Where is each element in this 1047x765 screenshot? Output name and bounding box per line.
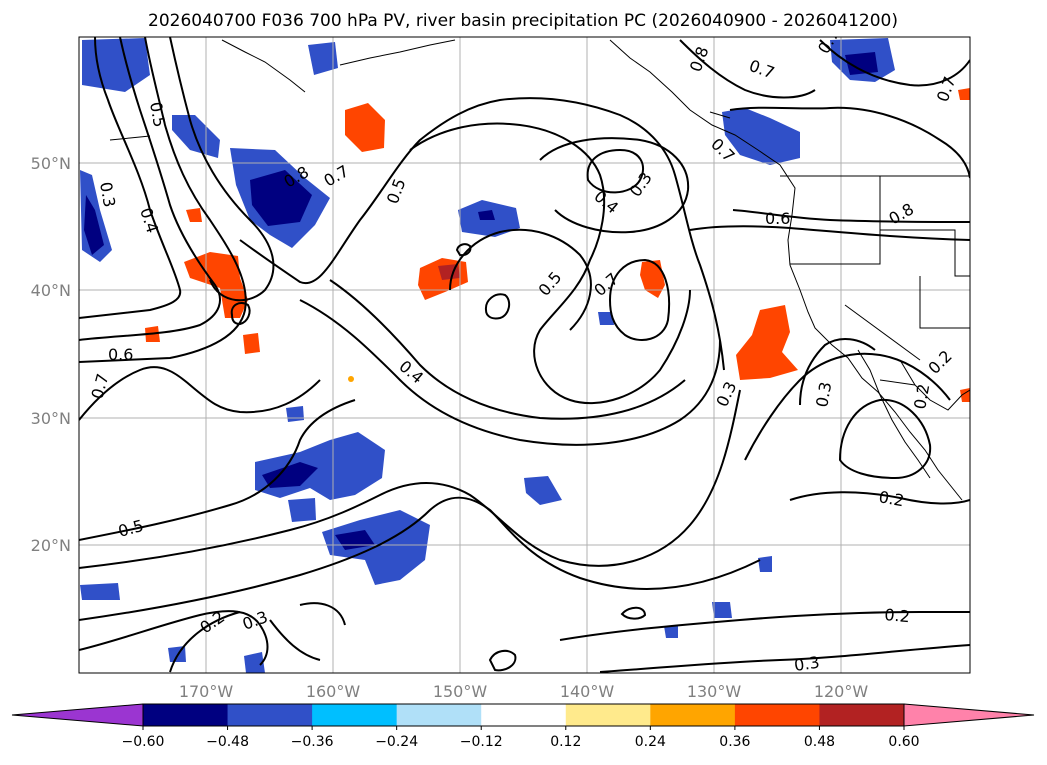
precip-blob <box>736 305 798 380</box>
lon-tick-label: 120°W <box>814 682 869 701</box>
colorbar-tick-label: 0.60 <box>888 734 919 750</box>
pv-contours <box>79 37 970 673</box>
colorbar-tick-label: 0.24 <box>635 734 666 750</box>
negative-precip-areas <box>80 38 895 673</box>
colorbar-segment <box>227 704 313 726</box>
precip-blob <box>262 462 318 488</box>
precip-blob <box>84 195 104 255</box>
contour-label: 0.5 <box>146 100 169 128</box>
precip-blob <box>722 108 800 165</box>
colorbar-segment <box>143 704 229 726</box>
lon-tick-label: 140°W <box>560 682 615 701</box>
colorbar-segment <box>565 704 651 726</box>
lat-tick-label: 50°N <box>31 154 71 173</box>
precip-blob <box>244 652 265 673</box>
precip-blob <box>286 406 304 422</box>
map-panel: 0.5 0.3 0.4 0.6 0.7 0.8 0.7 0.5 0.4 0.3 … <box>78 36 971 675</box>
map-border <box>78 36 971 674</box>
colorbar-tick-label: 0.12 <box>550 734 581 750</box>
precip-blob <box>250 170 312 226</box>
precip-blob <box>664 626 678 638</box>
colorbar-tick-label: −0.60 <box>122 734 165 750</box>
longitude-labels: 170°W 160°W 150°W 140°W 130°W 120°W <box>179 682 869 701</box>
lon-tick-label: 160°W <box>306 682 361 701</box>
lon-tick-label: 130°W <box>687 682 742 701</box>
lat-tick-label: 40°N <box>31 281 71 300</box>
colorbar-tick-label: −0.24 <box>375 734 418 750</box>
map-title: 2026040700 F036 700 hPa PV, river basin … <box>148 11 898 31</box>
contour-label: 0.3 <box>793 653 821 675</box>
precip-blob <box>845 52 878 75</box>
contour-label: 0.6 <box>765 209 790 228</box>
colorbar-tick-label: 0.48 <box>804 734 835 750</box>
colorbar-tick-label: 0.36 <box>719 734 750 750</box>
lat-tick-label: 20°N <box>31 536 71 555</box>
precip-blob <box>243 333 260 354</box>
latitude-labels: 50°N 40°N 30°N 20°N <box>31 154 71 555</box>
contour-label: 0.2 <box>877 487 905 510</box>
colorbar-segment <box>650 704 736 726</box>
precip-blob <box>640 260 665 298</box>
contour-label: 0.3 <box>812 380 835 408</box>
precip-blob <box>524 476 562 505</box>
lon-tick-label: 170°W <box>179 682 234 701</box>
precip-blob <box>712 602 732 618</box>
coastlines <box>109 39 970 501</box>
precip-blob <box>758 556 772 572</box>
precip-blob <box>288 498 316 522</box>
contour-label: 0.2 <box>884 605 911 626</box>
contour-label: 0.6 <box>108 345 133 364</box>
precip-blob <box>322 510 430 585</box>
precip-blob <box>598 312 614 325</box>
colorbar-tick-label: −0.36 <box>291 734 334 750</box>
colorbar-segment <box>312 704 398 726</box>
colorbar-frame <box>142 703 905 727</box>
colorbar-tick-label: −0.12 <box>460 734 503 750</box>
precip-blob <box>348 376 354 382</box>
precip-blob <box>82 38 150 92</box>
colorbar-segment <box>396 704 482 726</box>
colorbar-tick-label: −0.48 <box>206 734 249 750</box>
colorbar-extend-max <box>903 703 1035 727</box>
precip-blob <box>186 208 202 222</box>
colorbar-extend-min <box>11 703 144 727</box>
contour-label: 0.2 <box>910 382 933 410</box>
colorbar: −0.60 −0.48 −0.36 −0.24 −0.12 0.12 0.24 0.36 0.4… <box>11 703 1035 750</box>
colorbar-segment <box>481 704 567 726</box>
contour-label: 0.3 <box>96 180 119 208</box>
colorbar-segment <box>734 704 820 726</box>
lat-tick-label: 30°N <box>31 409 71 428</box>
precip-blob <box>80 583 120 600</box>
precip-blob <box>478 210 495 220</box>
precip-blob <box>308 42 338 75</box>
map-background <box>79 37 970 673</box>
precip-blob <box>958 88 970 100</box>
precip-blob <box>345 103 385 152</box>
lon-tick-label: 150°W <box>433 682 488 701</box>
colorbar-segment <box>819 704 905 726</box>
